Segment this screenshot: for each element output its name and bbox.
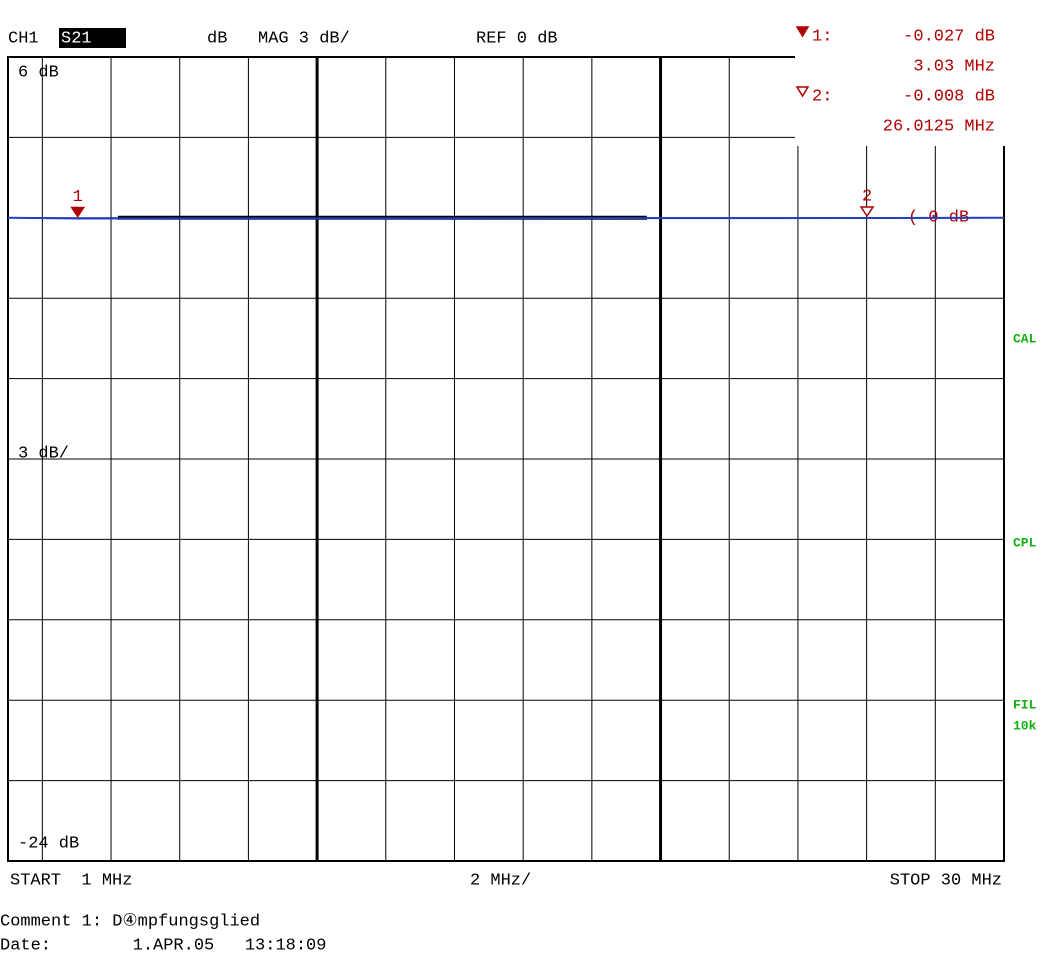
stop: STOP 30 MHz: [890, 871, 1002, 890]
readout-frequency: 3.03 MHz: [913, 57, 995, 76]
format: MAG 3 dB/: [258, 29, 350, 48]
reference: REF 0 dB: [476, 29, 558, 48]
readout-marker: [795, 26, 810, 38]
trace: [7, 216, 1005, 220]
readout-marker: [795, 86, 810, 98]
scale-middle: 3 dB/: [18, 444, 69, 463]
date: Date: 1.APR.05 13:18:09: [0, 936, 326, 955]
param-box: [59, 28, 126, 48]
marker: [70, 206, 86, 218]
comment: Comment 1: D④mpfungsglied: [0, 912, 260, 931]
parameter: S21: [61, 29, 92, 48]
channel: CH1: [8, 29, 39, 48]
side-label: CPL: [1013, 535, 1037, 550]
scale-bottom: -24 dB: [18, 834, 79, 853]
marker-number: 2: [862, 187, 872, 206]
readout-value: -0.008 dB: [903, 87, 995, 106]
readout-box: [795, 22, 1005, 146]
marker-number: 1: [73, 188, 83, 207]
span: 2 MHz/: [470, 871, 531, 890]
readout-label: 1:: [812, 27, 832, 46]
side-label: 10k: [1013, 718, 1037, 733]
side-label: FIL: [1013, 697, 1037, 712]
marker: [859, 206, 875, 218]
side-label: CAL: [1013, 331, 1037, 346]
start: START 1 MHz: [10, 871, 132, 890]
unit: dB: [207, 29, 227, 48]
scale-top: 6 dB: [18, 63, 59, 82]
readout-label: 2:: [812, 87, 832, 106]
readout-value: -0.027 dB: [903, 27, 995, 46]
readout-frequency: 26.0125 MHz: [883, 117, 995, 136]
